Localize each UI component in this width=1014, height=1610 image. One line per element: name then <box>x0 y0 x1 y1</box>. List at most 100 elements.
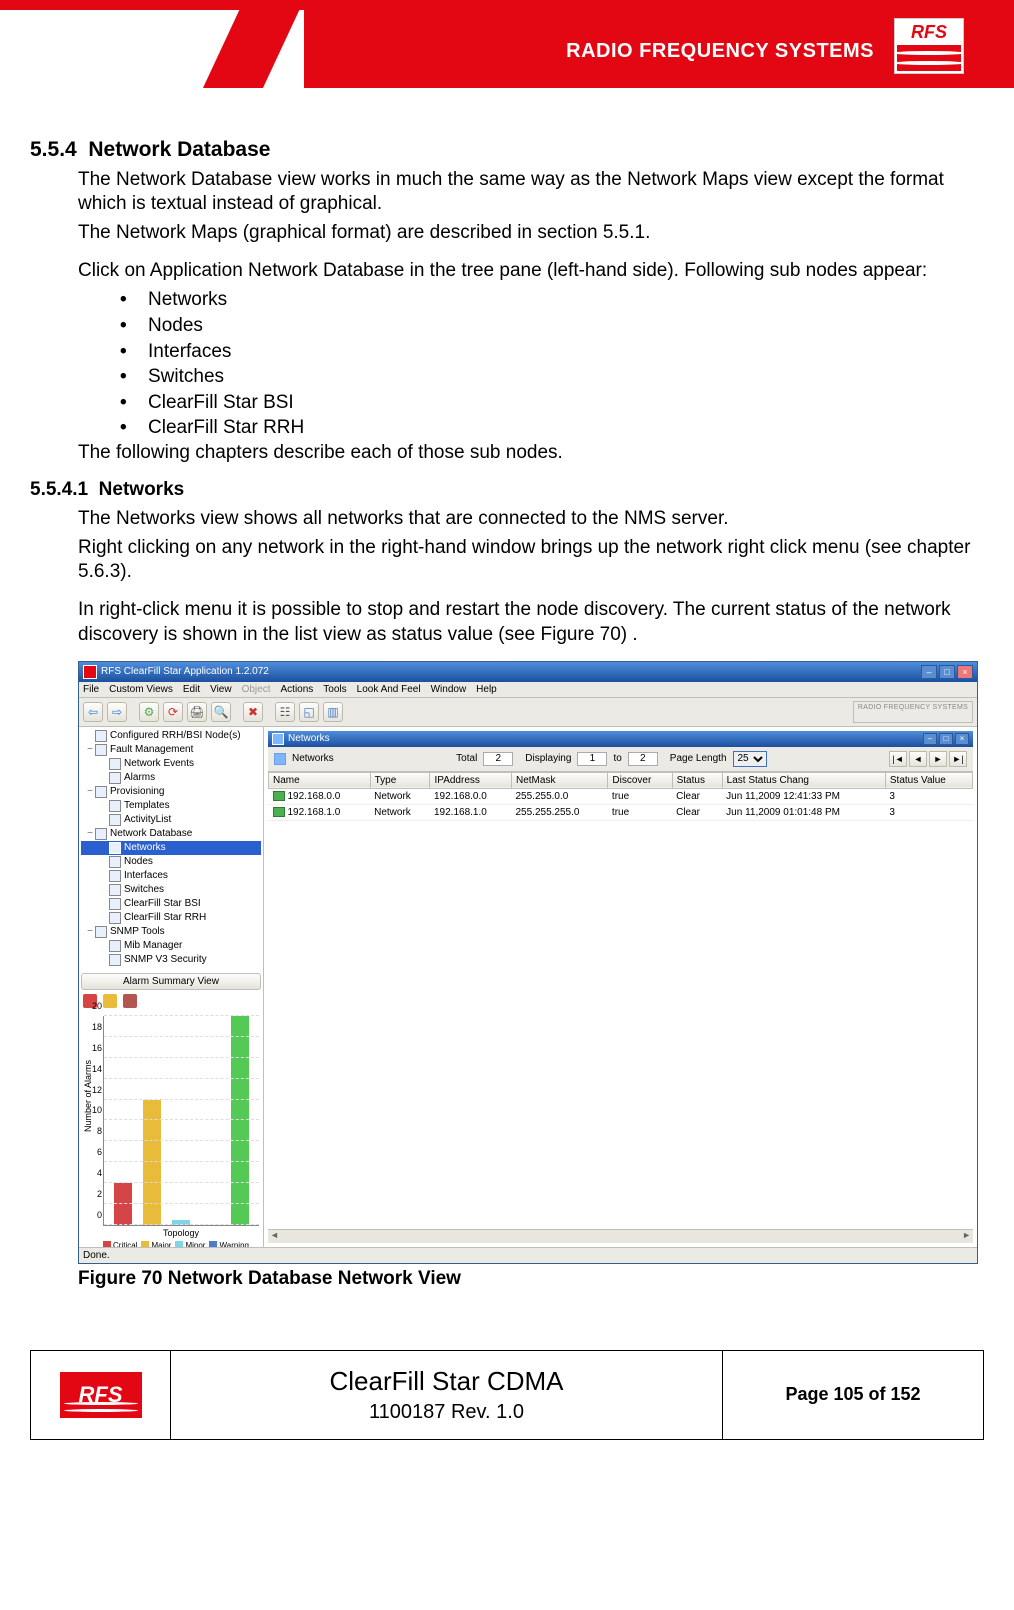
pager-last-button[interactable]: ►| <box>949 751 967 767</box>
menu-look-and-feel[interactable]: Look And Feel <box>357 684 421 695</box>
tree-twist-icon[interactable]: − <box>85 926 95 937</box>
footer-logo-waves-icon <box>64 1398 138 1414</box>
tree-twist-icon[interactable]: − <box>85 828 95 839</box>
pager-first-button[interactable]: |◄ <box>889 751 907 767</box>
tree-item-networks[interactable]: Networks <box>81 841 261 855</box>
toolbar-button-4[interactable]: 🖨 <box>187 702 207 722</box>
tree-item-activitylist[interactable]: ActivityList <box>81 813 261 827</box>
toolbar-button-7[interactable]: ☷ <box>275 702 295 722</box>
column-header[interactable]: Status Value <box>885 772 972 788</box>
chart-ytick: 6 <box>86 1147 102 1157</box>
column-header[interactable]: IPAddress <box>430 772 512 788</box>
alarm-summary-header[interactable]: Alarm Summary View <box>81 973 261 990</box>
tree-node-icon <box>95 828 107 840</box>
toolbar-button-9[interactable]: ▥ <box>323 702 343 722</box>
tree-item-interfaces[interactable]: Interfaces <box>81 869 261 883</box>
pager-pagelen-select[interactable]: 25 <box>733 751 767 767</box>
app-window: RFS ClearFill Star Application 1.2.072 –… <box>78 661 978 1264</box>
tree-item-network-database[interactable]: −Network Database <box>81 827 261 841</box>
panel-close-button[interactable]: × <box>955 733 969 745</box>
horizontal-scrollbar[interactable] <box>268 1229 973 1243</box>
column-header[interactable]: Name <box>269 772 371 788</box>
legend-label: Warning <box>219 1241 249 1247</box>
table-cell: Clear <box>672 788 722 804</box>
tree-item-clearfill-star-rrh[interactable]: ClearFill Star RRH <box>81 911 261 925</box>
document-content: 5.5.4 Network Database The Network Datab… <box>0 100 1014 1320</box>
tree-item-label: Switches <box>124 884 164 895</box>
tree-item-snmp-v3-security[interactable]: SNMP V3 Security <box>81 953 261 967</box>
pager-total-label: Total <box>456 753 477 764</box>
panel-icon <box>272 733 284 745</box>
brand-text: RADIO FREQUENCY SYSTEMS <box>566 40 874 63</box>
tree-item-mib-manager[interactable]: Mib Manager <box>81 939 261 953</box>
tree-item-nodes[interactable]: Nodes <box>81 855 261 869</box>
menu-actions[interactable]: Actions <box>281 684 314 695</box>
menu-tools[interactable]: Tools <box>323 684 346 695</box>
menu-file[interactable]: File <box>83 684 99 695</box>
tree-item-clearfill-star-bsi[interactable]: ClearFill Star BSI <box>81 897 261 911</box>
tree-item-templates[interactable]: Templates <box>81 799 261 813</box>
table-cell: 192.168.1.0 <box>430 804 512 820</box>
tree-item-configured-rrh-bsi-node-s-[interactable]: Configured RRH/BSI Node(s) <box>81 729 261 743</box>
alarm-icon[interactable] <box>103 994 117 1008</box>
pager-to-field[interactable] <box>628 752 658 766</box>
bullet-item: Nodes <box>120 313 984 339</box>
chart-ytick: 2 <box>86 1189 102 1199</box>
pager-to-label: to <box>613 753 621 764</box>
tree-item-network-events[interactable]: Network Events <box>81 757 261 771</box>
pager-total-field[interactable] <box>483 752 513 766</box>
table-cell: Jun 11,2009 12:41:33 PM <box>722 788 885 804</box>
footer-page-number: Page 105 of 152 <box>785 1384 920 1405</box>
menu-view[interactable]: View <box>210 684 232 695</box>
table-row[interactable]: 192.168.1.0Network192.168.1.0255.255.255… <box>269 804 973 820</box>
alarm-summary-icons <box>81 990 261 1012</box>
column-header[interactable]: Status <box>672 772 722 788</box>
toolbar-button-5[interactable]: 🔍 <box>211 702 231 722</box>
pager-bar: Networks Total Displaying to Page Length… <box>268 747 973 772</box>
toolbar-button-8[interactable]: ◱ <box>299 702 319 722</box>
toolbar-button-3[interactable]: ⟳ <box>163 702 183 722</box>
toolbar-button-6[interactable]: ✖ <box>243 702 263 722</box>
tree-item-alarms[interactable]: Alarms <box>81 771 261 785</box>
tree-item-fault-management[interactable]: −Fault Management <box>81 743 261 757</box>
toolbar-button-2[interactable]: ⚙ <box>139 702 159 722</box>
chart-grid: 02468101214161820 <box>103 1016 259 1226</box>
minimize-button[interactable]: – <box>921 665 937 679</box>
tree-node-icon <box>109 912 121 924</box>
panel-maximize-button[interactable]: □ <box>939 733 953 745</box>
column-header[interactable]: Type <box>370 772 430 788</box>
toolbar-button-0[interactable]: ⇦ <box>83 702 103 722</box>
column-header[interactable]: NetMask <box>512 772 608 788</box>
alarm-icon[interactable] <box>123 994 137 1008</box>
section-p1: The Network Database view works in much … <box>78 168 984 217</box>
column-header[interactable]: Last Status Chang <box>722 772 885 788</box>
tree-item-label: Nodes <box>124 856 153 867</box>
tree-node-icon <box>109 954 121 966</box>
app-titlebar[interactable]: RFS ClearFill Star Application 1.2.072 –… <box>79 662 977 682</box>
section-bullets: Networks Nodes Interfaces Switches Clear… <box>120 287 984 441</box>
column-header[interactable]: Discover <box>608 772 672 788</box>
toolbar-button-1[interactable]: ⇨ <box>107 702 127 722</box>
app-icon <box>83 665 97 679</box>
menu-edit[interactable]: Edit <box>183 684 200 695</box>
panel-minimize-button[interactable]: – <box>923 733 937 745</box>
tree-item-switches[interactable]: Switches <box>81 883 261 897</box>
tree-twist-icon[interactable]: − <box>85 786 95 797</box>
pager-next-button[interactable]: ► <box>929 751 947 767</box>
panel-titlebar[interactable]: Networks – □ × <box>268 731 973 747</box>
tree-node-icon <box>95 744 107 756</box>
tree-item-label: Interfaces <box>124 870 168 881</box>
pager-prev-button[interactable]: ◄ <box>909 751 927 767</box>
close-button[interactable]: × <box>957 665 973 679</box>
maximize-button[interactable]: □ <box>939 665 955 679</box>
tree-twist-icon[interactable]: − <box>85 744 95 755</box>
section-p3: Click on Application Network Database in… <box>78 259 984 283</box>
menu-custom-views[interactable]: Custom Views <box>109 684 173 695</box>
table-row[interactable]: 192.168.0.0Network192.168.0.0255.255.0.0… <box>269 788 973 804</box>
tree-item-snmp-tools[interactable]: −SNMP Tools <box>81 925 261 939</box>
pager-from-field[interactable] <box>577 752 607 766</box>
menu-help[interactable]: Help <box>476 684 497 695</box>
menu-window[interactable]: Window <box>431 684 467 695</box>
tree-item-provisioning[interactable]: −Provisioning <box>81 785 261 799</box>
pager-displaying-label: Displaying <box>525 753 571 764</box>
